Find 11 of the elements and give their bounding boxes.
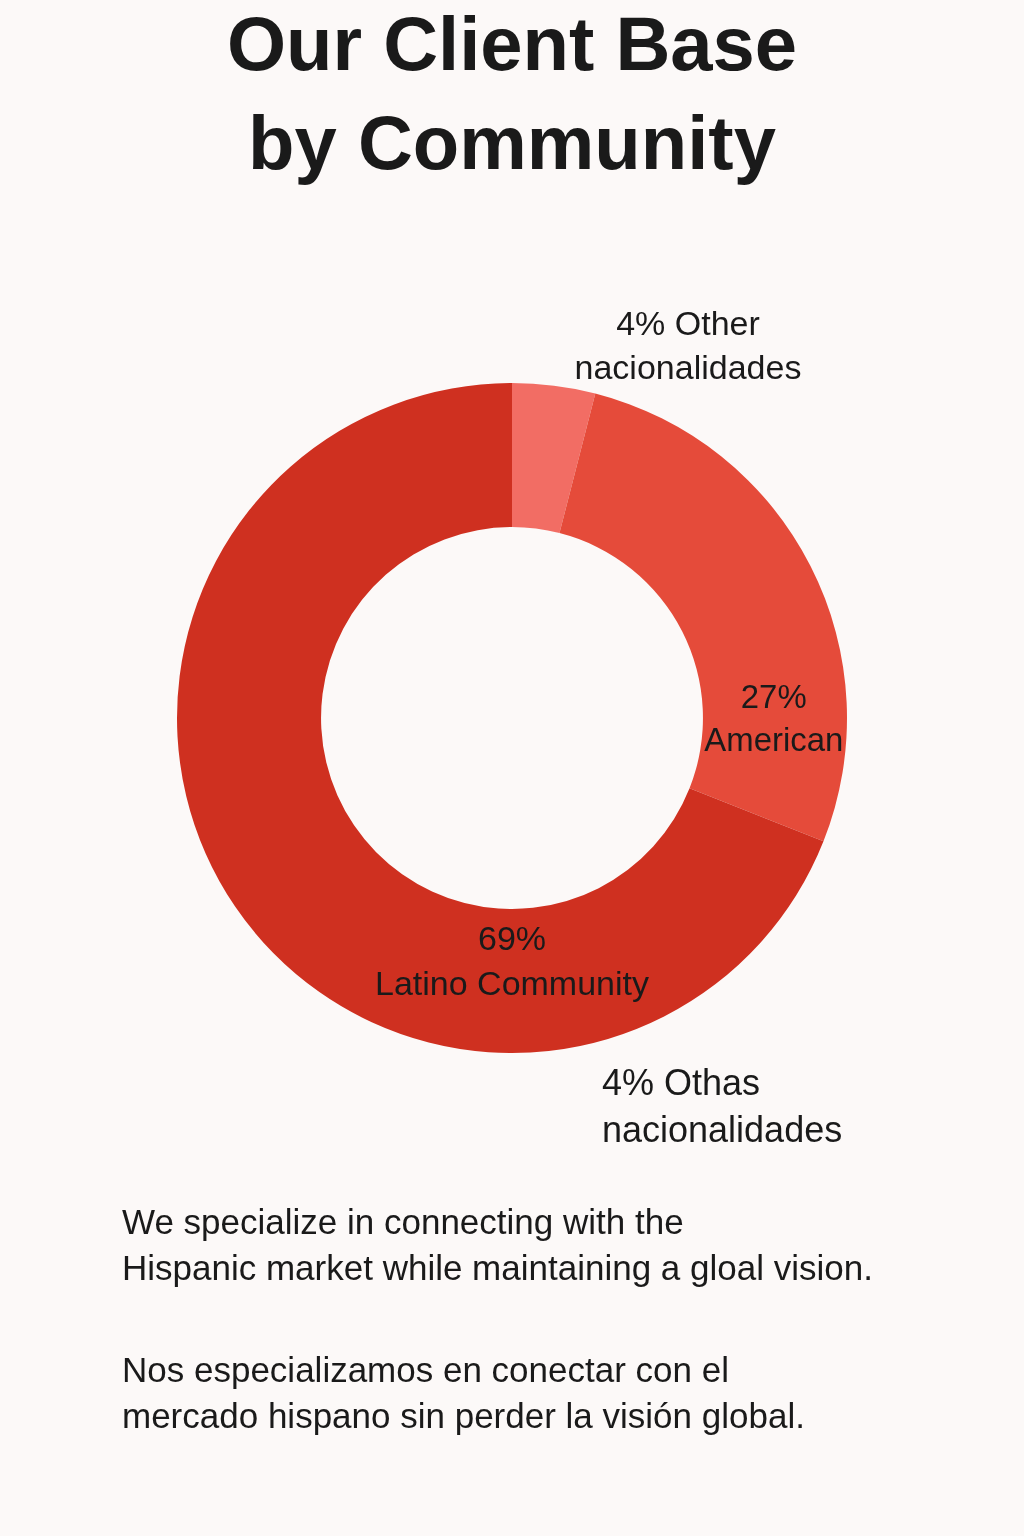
data-label: 69%: [477, 919, 547, 958]
text: Nos especializamos en conectar con el mercado hispano sin perder la visión global.: [122, 1350, 805, 1435]
chart-title: Our Client Base by Community: [226, 1, 798, 185]
donut-slice: [512, 383, 596, 534]
text: 4% Othas nacionalidades: [602, 1062, 843, 1150]
donut-slice: [559, 393, 847, 842]
slice-label: Latino Community: [374, 963, 650, 1002]
data-label: 27%: [740, 678, 807, 716]
slice-label: American: [704, 721, 844, 759]
text: We specialize in connecting with the Hispanic market while maintaining a gloal vision.: [122, 1202, 873, 1287]
slice-label: 4% Other nacionalidades: [574, 304, 802, 387]
